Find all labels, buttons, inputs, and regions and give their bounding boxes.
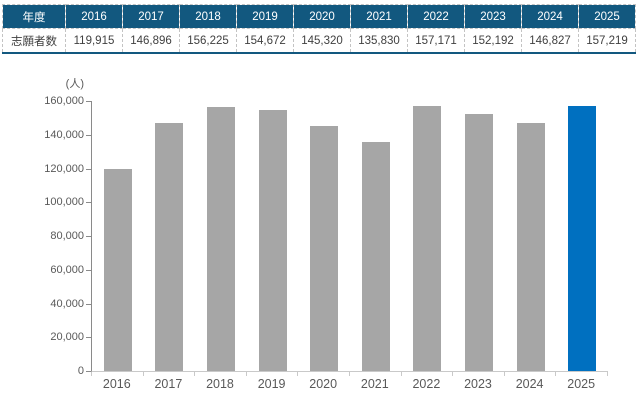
table-year-header: 2025 [578, 4, 636, 29]
x-axis-label: 2016 [102, 377, 131, 391]
table-year-header: 2017 [122, 4, 180, 29]
y-axis-tick [86, 269, 91, 271]
x-axis-tick [142, 372, 144, 376]
y-axis-tick [86, 303, 91, 305]
y-axis-unit-label: (人) [65, 78, 84, 90]
y-axis-label: 20,000 [50, 331, 84, 344]
x-axis-label: 2022 [412, 377, 441, 391]
y-axis-label: 100,000 [44, 196, 84, 209]
x-axis-label: 2020 [309, 377, 338, 391]
y-axis-tick [86, 134, 91, 136]
x-axis-tick [91, 372, 92, 376]
table-row-label: 志願者数 [2, 28, 66, 54]
table-corner-cell: 年度 [2, 4, 66, 29]
x-axis-label: 2024 [515, 377, 544, 391]
y-axis-label: 120,000 [44, 162, 84, 175]
table-value-cell: 157,219 [578, 28, 636, 54]
y-axis-tick [86, 101, 91, 102]
y-axis-label: 140,000 [44, 128, 84, 141]
table-value-cell: 119,915 [65, 28, 123, 54]
table-value-cell: 156,225 [179, 28, 237, 54]
table-data-row: 志願者数 119,915 146,896 156,225 154,672 145,320… [2, 28, 636, 54]
table-value-cell: 145,320 [293, 28, 351, 54]
y-axis-tick [86, 202, 91, 204]
x-axis-tick [555, 372, 557, 376]
bar-2018 [207, 107, 235, 371]
x-axis-tick [452, 372, 454, 376]
table-year-header: 2020 [293, 4, 351, 29]
table-year-header: 2021 [350, 4, 408, 29]
x-axis-label: 2018 [206, 377, 234, 391]
x-axis-tick [400, 372, 402, 376]
bar-2021 [361, 141, 390, 371]
x-axis-tick [194, 372, 196, 376]
x-axis-label: 2019 [257, 377, 286, 391]
bar-2019 [258, 110, 287, 371]
bar-2022 [413, 105, 442, 371]
table-year-header: 2024 [521, 4, 579, 29]
y-axis-tick [86, 337, 91, 339]
table-value-cell: 154,672 [236, 28, 294, 54]
x-axis-tick [349, 372, 350, 376]
table-value-cell: 146,896 [122, 28, 180, 54]
table-value-cell: 157,171 [407, 28, 465, 54]
bar-2024 [516, 123, 545, 371]
bar-2020 [310, 125, 339, 371]
bar-2017 [155, 123, 184, 371]
table-year-header: 2018 [179, 4, 237, 29]
table-year-header: 2019 [236, 4, 294, 29]
table-header-row: 年度 2016 2017 2018 2019 2020 2021 2022 2023 2024 2… [2, 4, 636, 29]
table-year-header: 2023 [464, 4, 522, 29]
x-axis-label: 2023 [464, 377, 492, 391]
x-axis-tick [297, 372, 299, 376]
y-axis-label: 80,000 [50, 230, 84, 242]
y-axis-tick [86, 371, 91, 372]
bar-2016 [103, 168, 132, 371]
y-axis-tick [86, 236, 91, 237]
x-axis-tick [503, 372, 505, 376]
applicants-table: 年度 2016 2017 2018 2019 2020 2021 2022 2023 2024 2… [2, 4, 636, 54]
x-axis-label: 2017 [154, 377, 183, 391]
table-year-header: 2022 [407, 4, 465, 29]
x-axis-label: 2021 [360, 377, 389, 391]
bar-2025 [568, 105, 597, 371]
bar-2023 [465, 114, 493, 371]
x-axis-label: 2025 [567, 377, 596, 391]
y-axis-label: 60,000 [50, 263, 84, 276]
y-axis-label: 0 [77, 365, 84, 377]
x-axis-tick [607, 372, 608, 376]
table-year-header: 2016 [65, 4, 123, 29]
x-axis-tick [245, 372, 247, 376]
y-axis-label: 40,000 [50, 297, 84, 310]
table-value-cell: 152,192 [464, 28, 522, 54]
table-value-cell: 135,830 [350, 28, 408, 54]
bar-chart-plot-area [91, 101, 608, 372]
y-axis-label: 160,000 [44, 95, 84, 107]
y-axis-tick [86, 168, 91, 170]
table-value-cell: 146,827 [521, 28, 579, 54]
